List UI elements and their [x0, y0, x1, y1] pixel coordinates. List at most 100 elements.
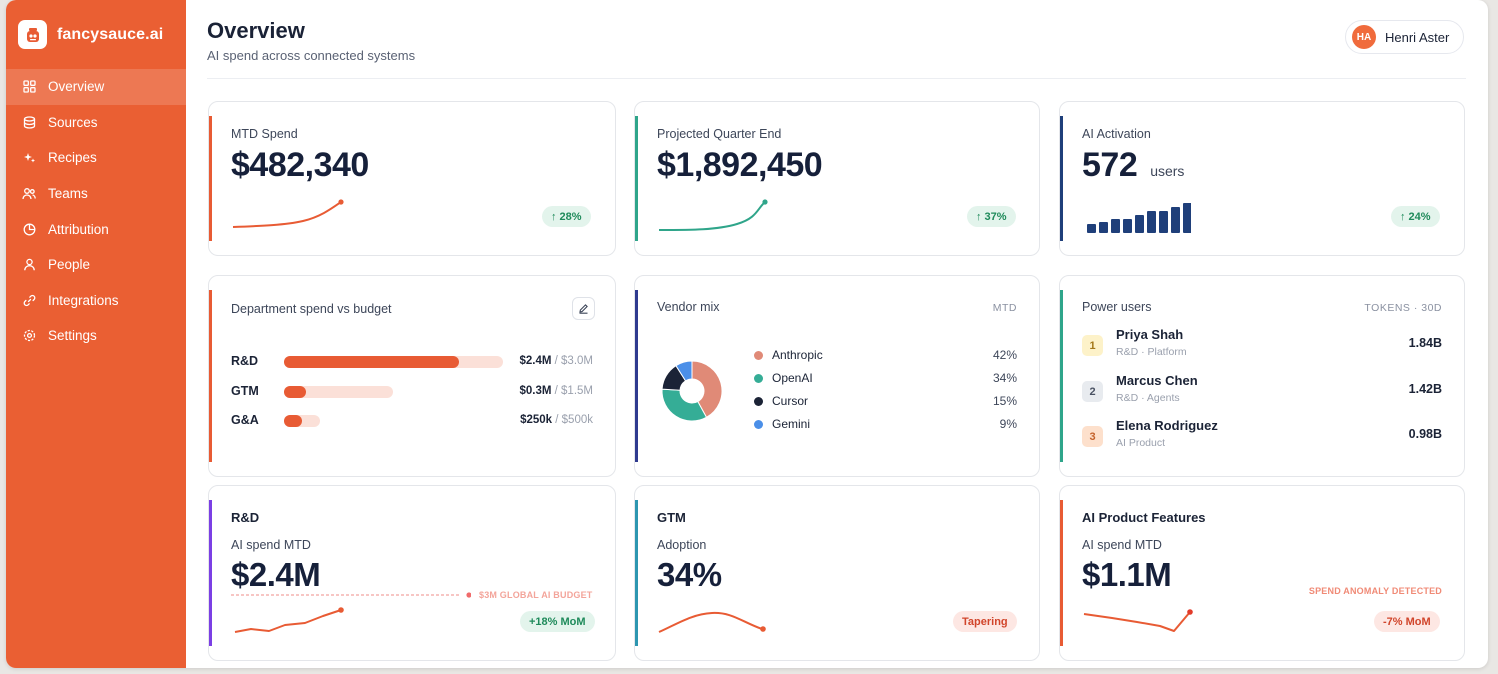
legend-item: Cursor 15% — [754, 394, 1017, 410]
user-name: Elena Rodriguez — [1116, 418, 1218, 433]
kpi-card-mtd-spend[interactable]: MTD Spend $482,340 ↑ 28% — [208, 101, 616, 256]
team-card-ai-product[interactable]: AI Product Features AI spend MTD $1.1M S… — [1059, 485, 1465, 661]
activation-bar-chart — [1087, 203, 1191, 233]
user-name: Priya Shah — [1116, 327, 1184, 342]
sidebar-item-label: Overview — [48, 79, 105, 95]
kpi-value: $482,340 — [231, 146, 369, 184]
anomaly-alert: SPEND ANOMALY DETECTED — [1308, 586, 1442, 596]
token-count: 1.42B — [1408, 382, 1442, 396]
sidebar: fancysauce.ai Overview Sources Recipes — [6, 0, 186, 668]
team-card-gtm[interactable]: GTM Adoption 34% Tapering — [634, 485, 1040, 661]
rank-badge: 3 — [1082, 426, 1103, 447]
user-meta: AI Product — [1116, 437, 1166, 449]
metric-label: Adoption — [657, 538, 707, 552]
sidebar-item-people[interactable]: People — [6, 247, 186, 283]
sidebar-item-recipes[interactable]: Recipes — [6, 140, 186, 176]
legend-name: Gemini — [772, 417, 811, 431]
department-row: R&D $2.4M / $3.0M — [231, 354, 593, 370]
team-title: AI Product Features — [1082, 510, 1206, 525]
kpi-value-unit: users — [1150, 163, 1185, 179]
metric-value: $1.1M — [1082, 556, 1172, 593]
legend-pct: 15% — [992, 394, 1017, 408]
brand[interactable]: fancysauce.ai — [18, 20, 163, 49]
kpi-card-activation[interactable]: AI Activation 572 users ↑ 24% — [1059, 101, 1465, 256]
edit-button[interactable] — [572, 297, 595, 320]
user-menu-button[interactable]: HA Henri Aster — [1345, 20, 1465, 54]
sidebar-item-integrations[interactable]: Integrations — [6, 283, 186, 319]
users-icon — [22, 187, 36, 201]
department-name: G&A — [231, 413, 259, 427]
sidebar-item-teams[interactable]: Teams — [6, 176, 186, 212]
activation-bar — [1111, 219, 1120, 233]
kpi-sparkline — [658, 199, 768, 231]
budget-bar-track — [284, 415, 320, 427]
donut-slice-gemini — [675, 360, 693, 382]
kpi-value-number: 572 — [1082, 146, 1138, 184]
activation-bar — [1099, 222, 1108, 233]
person-icon — [22, 258, 36, 272]
sidebar-item-overview[interactable]: Overview — [6, 69, 186, 105]
kpi-change-badge: ↑ 24% — [1391, 206, 1440, 227]
team-card-rnd[interactable]: R&D AI spend MTD $2.4M $3M GLOBAL AI BUD… — [208, 485, 616, 661]
sidebar-item-sources[interactable]: Sources — [6, 105, 186, 141]
list-item[interactable]: 3 Elena Rodriguez AI Product 0.98B — [1082, 418, 1442, 454]
avatar: HA — [1352, 25, 1376, 49]
user-meta: R&D · Agents — [1116, 392, 1180, 404]
budget-line — [231, 592, 471, 598]
legend-name: Cursor — [772, 394, 809, 408]
rank-badge: 1 — [1082, 335, 1103, 356]
vendor-donut-chart — [661, 360, 723, 422]
sparkle-icon — [22, 151, 36, 165]
kpi-card-projected[interactable]: Projected Quarter End $1,892,450 ↑ 37% — [634, 101, 1040, 256]
donut-slice-openai — [661, 388, 708, 422]
activation-bar — [1183, 203, 1191, 233]
donut-slice-anthropic — [691, 360, 723, 418]
user-name: Henri Aster — [1385, 29, 1450, 45]
activation-bar — [1159, 211, 1168, 233]
card-title: Power users — [1082, 300, 1152, 314]
sidebar-nav: Overview Sources Recipes Teams — [6, 69, 186, 354]
legend-swatch — [754, 351, 763, 360]
department-spend: $2.4M / $3.0M — [519, 355, 593, 367]
period-label: MTD — [992, 302, 1017, 314]
kpi-value: 572 users — [1082, 146, 1184, 185]
period-label: TOKENS · 30D — [1364, 302, 1442, 314]
grid-icon — [22, 80, 36, 94]
header-divider — [207, 78, 1466, 79]
card-accent — [209, 290, 212, 462]
vendor-mix-card: Vendor mix MTD Anthropic 42% OpenAI 34% … — [634, 275, 1040, 477]
sidebar-item-label: Teams — [48, 186, 88, 202]
card-accent — [209, 116, 212, 241]
team-title: GTM — [657, 510, 686, 525]
sidebar-item-label: Sources — [48, 114, 98, 130]
budget-line-label: $3M GLOBAL AI BUDGET — [479, 590, 593, 600]
sidebar-item-label: Integrations — [48, 292, 119, 308]
trend-badge: -7% MoM — [1374, 611, 1440, 632]
sidebar-item-label: Attribution — [48, 221, 109, 237]
page-title: Overview — [207, 18, 305, 43]
card-accent — [1060, 116, 1063, 241]
token-count: 1.84B — [1408, 336, 1442, 350]
card-accent — [1060, 500, 1063, 646]
list-item[interactable]: 2 Marcus Chen R&D · Agents 1.42B — [1082, 373, 1442, 409]
kpi-change-badge: ↑ 28% — [542, 206, 591, 227]
sidebar-item-settings[interactable]: Settings — [6, 318, 186, 354]
list-item[interactable]: 1 Priya Shah R&D · Platform 1.84B — [1082, 327, 1442, 363]
metric-sparkline — [234, 607, 344, 633]
card-accent — [635, 500, 638, 646]
card-title: Vendor mix — [657, 300, 720, 314]
legend-pct: 34% — [992, 371, 1017, 385]
department-spend: $250k / $500k — [520, 414, 593, 426]
department-row: GTM $0.3M / $1.5M — [231, 384, 593, 400]
card-title: Department spend vs budget — [231, 302, 392, 316]
sidebar-item-attribution[interactable]: Attribution — [6, 211, 186, 247]
legend-name: Anthropic — [772, 348, 823, 362]
card-accent — [209, 500, 212, 646]
gear-icon — [22, 329, 36, 343]
activation-bar — [1135, 215, 1144, 233]
legend-swatch — [754, 420, 763, 429]
database-icon — [22, 115, 36, 129]
metric-sparkline — [1083, 609, 1193, 632]
brand-name: fancysauce.ai — [57, 25, 164, 43]
department-spend-card: Department spend vs budget R&D $2.4M / $… — [208, 275, 616, 477]
